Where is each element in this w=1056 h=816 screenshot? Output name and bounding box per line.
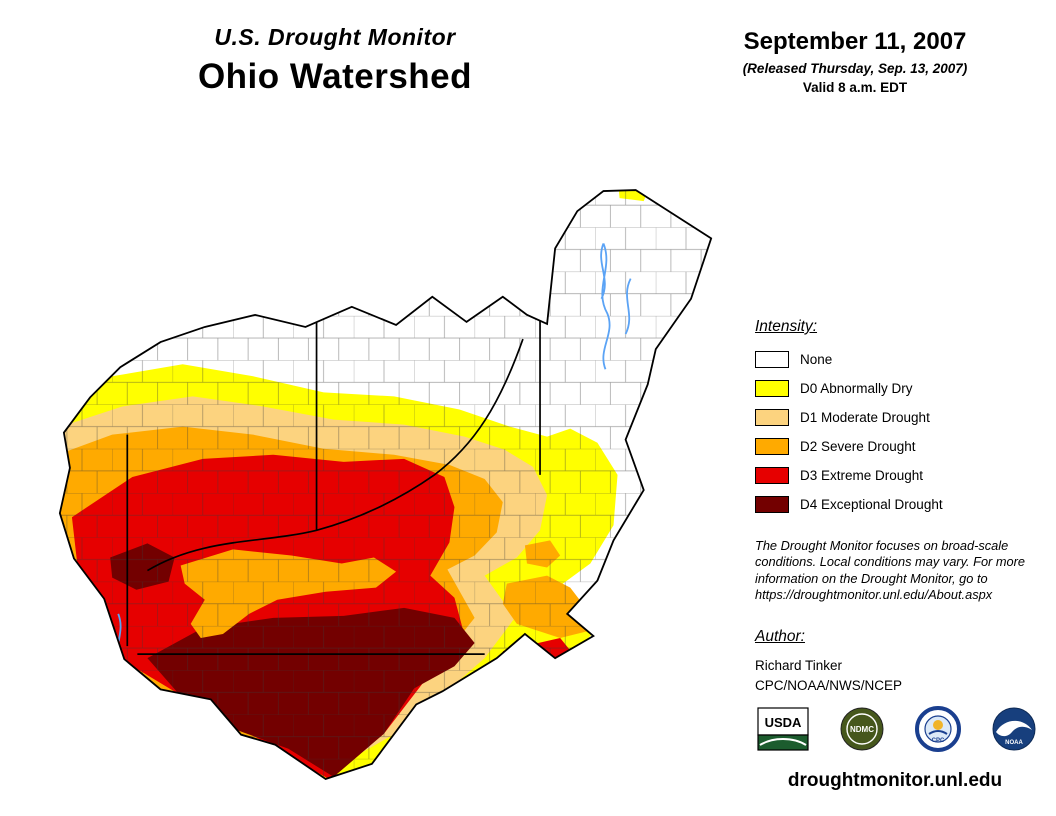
svg-text:CPC: CPC: [932, 738, 945, 744]
title-block: U.S. Drought Monitor Ohio Watershed: [140, 24, 530, 97]
legend-label-d3: D3 Extreme Drought: [800, 467, 924, 483]
svg-text:USDA: USDA: [765, 715, 802, 730]
legend-label-d0: D0 Abnormally Dry: [800, 380, 913, 396]
county-grid: [59, 190, 712, 779]
legend-label-d2: D2 Severe Drought: [800, 438, 916, 454]
legend-swatch-d3: [755, 466, 789, 484]
svg-text:NDMC: NDMC: [850, 725, 874, 734]
state-borders: [126, 303, 541, 655]
legend-swatch-d0: [755, 379, 789, 397]
legend-label-none: None: [800, 351, 833, 367]
date-block: September 11, 2007 (Released Thursday, S…: [705, 28, 1005, 95]
legend-item-d1: D1 Moderate Drought: [755, 408, 1045, 426]
legend-heading: Intensity:: [755, 318, 818, 335]
page-title: Ohio Watershed: [197, 57, 473, 96]
author-heading: Author:: [755, 628, 805, 645]
drought-map: [50, 183, 718, 787]
legend-swatch-d4: [755, 495, 789, 513]
author-block: Author: Richard Tinker CPC/NOAA/NWS/NCEP: [755, 628, 1031, 693]
legend-item-d2: D2 Severe Drought: [755, 437, 1045, 455]
legend-item-d4: D4 Exceptional Drought: [755, 495, 1045, 513]
legend-swatch-d1: [755, 408, 789, 426]
ndmc-logo: NDMC: [840, 707, 884, 751]
site-url: droughtmonitor.unl.edu: [787, 770, 1003, 791]
legend-swatch-none: [755, 350, 789, 368]
noaa-logo: NOAA: [992, 707, 1036, 751]
usda-logo: USDA: [757, 707, 809, 751]
svg-text:NOAA: NOAA: [1005, 740, 1023, 746]
logo-row: USDA NDMC CPC NOAA: [757, 706, 1037, 752]
legend: Intensity: None D0 Abnormally Dry D1 Mod…: [755, 318, 1045, 524]
watershed-outline: [58, 189, 713, 780]
legend-label-d1: D1 Moderate Drought: [800, 409, 930, 425]
legend-item-d0: D0 Abnormally Dry: [755, 379, 1045, 397]
legend-label-d4: D4 Exceptional Drought: [800, 496, 943, 512]
legend-swatch-d2: [755, 437, 789, 455]
map-date: September 11, 2007: [743, 28, 967, 55]
author-org: CPC/NOAA/NWS/NCEP: [755, 678, 903, 693]
release-date: (Released Thursday, Sep. 13, 2007): [742, 61, 968, 76]
legend-item-none: None: [755, 350, 1045, 368]
cpc-logo: CPC: [915, 706, 961, 752]
author-name: Richard Tinker: [755, 658, 843, 673]
disclaimer-text: The Drought Monitor focuses on broad-sca…: [755, 538, 1026, 603]
program-title: U.S. Drought Monitor: [214, 24, 456, 50]
legend-item-d3: D3 Extreme Drought: [755, 466, 1045, 484]
river-northeast: [600, 243, 632, 370]
valid-time: Valid 8 a.m. EDT: [802, 80, 908, 95]
